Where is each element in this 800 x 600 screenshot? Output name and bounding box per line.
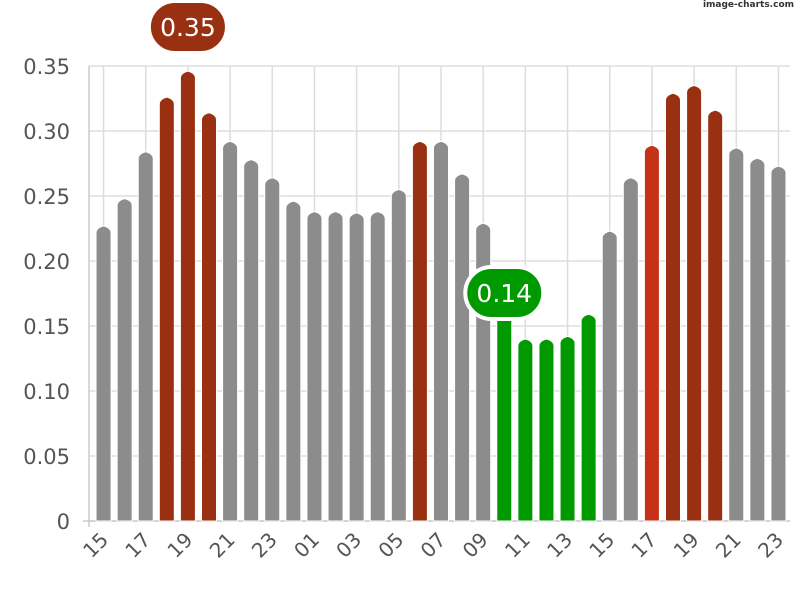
bar <box>95 225 112 522</box>
x-tick-label: 11 <box>500 528 535 563</box>
x-tick-label: 19 <box>669 528 704 563</box>
bar <box>390 188 407 522</box>
y-tick-label: 0.35 <box>23 55 70 79</box>
bar <box>243 159 260 522</box>
x-tick-label: 19 <box>162 528 197 563</box>
x-tick-label: 15 <box>78 528 113 563</box>
bar <box>749 157 766 522</box>
watermark: image-charts.com <box>702 0 794 10</box>
x-tick-label: 15 <box>584 528 619 563</box>
y-tick-label: 0 <box>57 510 70 534</box>
x-tick-label: 09 <box>458 528 493 563</box>
bar <box>116 198 133 522</box>
bar <box>158 96 175 522</box>
x-tick-label: 21 <box>711 528 746 563</box>
x-tick-label: 23 <box>753 528 788 563</box>
bar <box>137 151 154 522</box>
bar <box>601 230 618 522</box>
bar <box>433 140 449 522</box>
bar <box>538 338 555 522</box>
bar <box>454 173 471 522</box>
bar <box>770 165 787 522</box>
bar <box>580 313 597 522</box>
y-tick-label: 0.15 <box>23 315 70 339</box>
y-tick-label: 0.05 <box>23 445 70 469</box>
bar <box>665 92 681 522</box>
x-tick-label: 13 <box>542 528 577 563</box>
bar <box>559 335 576 522</box>
x-tick-label: 17 <box>626 528 661 563</box>
bar <box>707 109 724 522</box>
bar <box>179 70 196 522</box>
bar <box>369 211 386 522</box>
x-tick-label: 17 <box>120 528 155 563</box>
bar <box>222 140 239 522</box>
bar <box>517 338 534 522</box>
data-label-bubble <box>146 0 229 55</box>
y-tick-label: 0.20 <box>23 250 70 274</box>
x-tick-label: 07 <box>416 528 451 563</box>
bar <box>643 144 660 522</box>
x-tick-label: 21 <box>205 528 240 563</box>
bar <box>327 211 344 522</box>
y-tick-label: 0.30 <box>23 120 70 144</box>
bar <box>686 84 703 522</box>
x-tick-label: 01 <box>289 528 324 563</box>
bar <box>622 177 639 522</box>
data-label-bubble <box>463 265 546 321</box>
bar <box>728 147 745 522</box>
bar <box>348 212 365 522</box>
bar <box>496 312 513 522</box>
bar <box>285 200 302 522</box>
bar <box>411 140 428 522</box>
data-label: 0.14 <box>476 279 532 308</box>
x-tick-label: 23 <box>247 528 282 563</box>
bar <box>201 112 217 522</box>
bar <box>306 211 323 522</box>
data-label: 0.35 <box>160 13 216 42</box>
x-tick-label: 05 <box>373 528 408 563</box>
y-tick-label: 0.10 <box>23 380 70 404</box>
bar <box>264 177 281 522</box>
x-tick-label: 03 <box>331 528 366 563</box>
y-tick-label: 0.25 <box>23 185 70 209</box>
